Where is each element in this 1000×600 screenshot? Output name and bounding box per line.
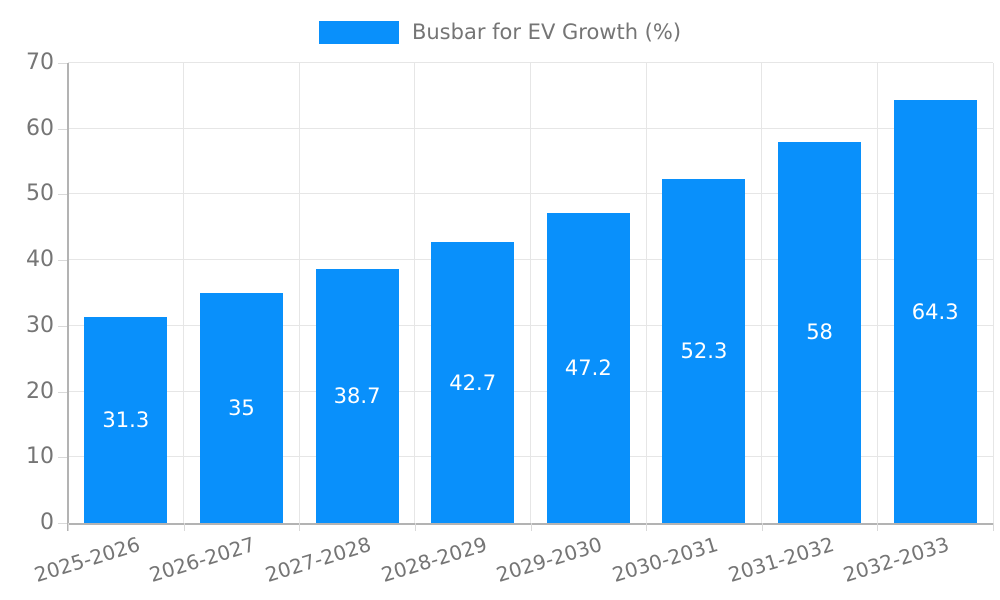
x-axis-tick-label: 2031-2032 (725, 532, 837, 587)
y-axis-tick-label: 70 (26, 50, 54, 75)
bar[interactable] (199, 293, 283, 523)
y-axis-tick-label: 20 (26, 378, 54, 404)
y-tick-mark (58, 194, 68, 196)
bar-value-label: 31.3 (102, 408, 150, 433)
x-gridline (530, 63, 531, 523)
bar[interactable] (315, 268, 399, 523)
y-tick-mark (58, 391, 68, 393)
y-tick-mark (58, 260, 68, 262)
bar[interactable] (893, 100, 977, 523)
x-tick-mark (414, 523, 416, 531)
x-gridline (645, 63, 647, 523)
x-tick-mark (877, 523, 879, 531)
x-axis-tick-label: 2026-2027 (146, 532, 259, 587)
y-tick-mark (58, 128, 68, 130)
y-axis-tick-label: 60 (26, 115, 54, 141)
bar-value-label: 64.3 (911, 299, 959, 324)
bar[interactable] (778, 141, 862, 523)
bar-value-label: 58 (806, 320, 833, 345)
x-axis-tick-label: 2029-2030 (493, 532, 606, 587)
y-axis-tick-label: 30 (26, 312, 54, 338)
x-axis-tick-label: 2027-2028 (262, 532, 374, 587)
y-axis-tick-label: 40 (26, 247, 54, 273)
x-tick-mark (183, 523, 185, 531)
bar[interactable] (546, 212, 630, 523)
x-gridline (298, 63, 300, 523)
bar[interactable] (431, 242, 515, 523)
bar-value-label: 35 (228, 396, 255, 420)
x-axis-tick-label: 2028-2029 (378, 532, 490, 587)
y-tick-mark (58, 63, 68, 64)
x-axis-tick-label: 2025-2026 (31, 532, 143, 587)
x-gridline (876, 63, 878, 523)
x-gridline (414, 63, 416, 523)
y-tick-mark (58, 523, 68, 524)
x-tick-mark (646, 523, 648, 531)
y-tick-mark (58, 325, 68, 327)
y-axis-tick-label: 10 (26, 444, 54, 470)
x-axis-tick-label: 2032-2033 (840, 532, 952, 587)
bar-value-label: 38.7 (333, 383, 381, 408)
x-gridline (761, 63, 763, 523)
legend-label: Busbar for EV Growth (%) (411, 19, 682, 44)
y-axis-tick-label: 50 (26, 181, 54, 207)
x-tick-mark (993, 523, 994, 531)
legend-swatch-icon (318, 20, 399, 44)
legend[interactable]: Busbar for EV Growth (%) (0, 17, 1000, 47)
x-axis-tick-label: 2030-2031 (609, 532, 721, 587)
bar[interactable] (662, 179, 746, 523)
y-gridline (68, 62, 993, 63)
x-tick-mark (530, 523, 532, 531)
bar[interactable] (84, 317, 168, 523)
bar-value-label: 47.2 (564, 355, 612, 380)
x-tick-mark (299, 523, 301, 531)
x-gridline (183, 63, 185, 523)
bar-value-label: 52.3 (680, 339, 728, 364)
bar-value-label: 42.7 (449, 370, 497, 395)
x-tick-mark (68, 523, 69, 531)
y-axis-line (66, 63, 69, 531)
x-tick-mark (761, 523, 763, 531)
y-axis-tick-label: 0 (40, 510, 54, 535)
y-tick-mark (58, 457, 68, 459)
x-gridline (992, 63, 994, 523)
